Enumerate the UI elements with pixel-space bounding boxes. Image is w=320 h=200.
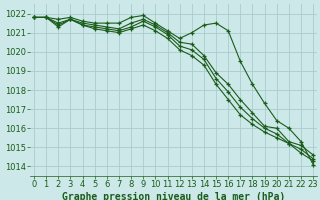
X-axis label: Graphe pression niveau de la mer (hPa): Graphe pression niveau de la mer (hPa) [62, 192, 285, 200]
